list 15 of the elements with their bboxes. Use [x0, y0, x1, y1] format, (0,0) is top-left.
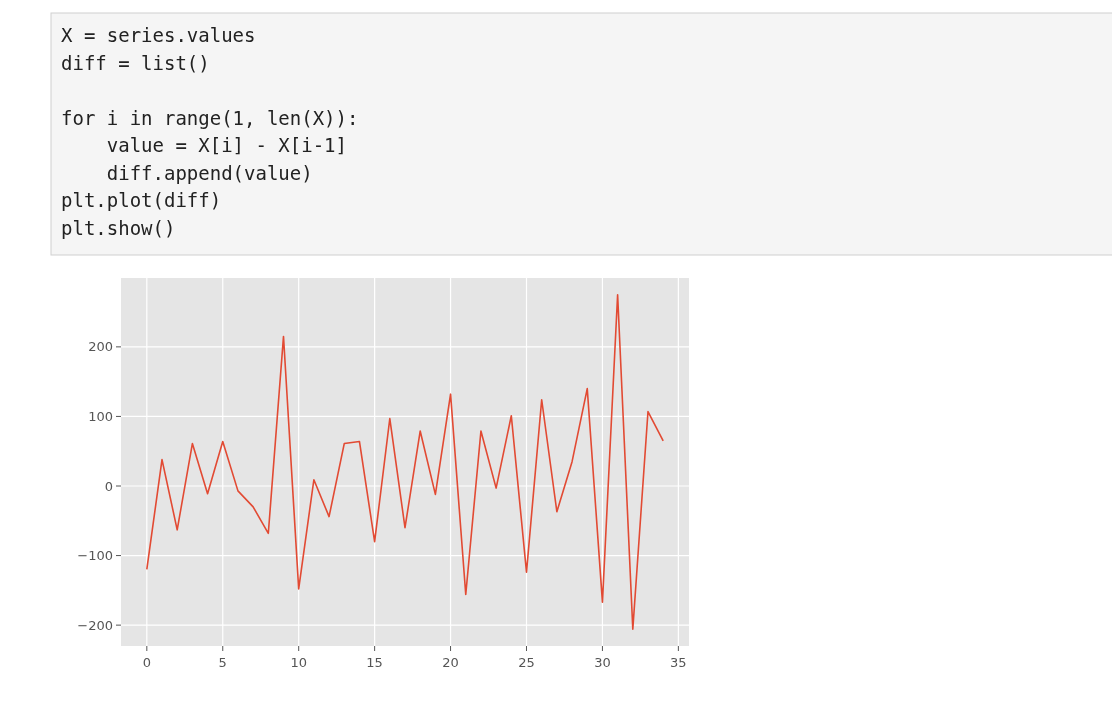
y-tick-label: 100	[88, 408, 113, 424]
x-tick-label: 5	[218, 655, 227, 670]
y-tick-label: 200	[88, 339, 113, 355]
text: X = series.values diff = list() for i in range(1, len(X)): value = X[i] - X[i-1] diff.append(value) plt.plot(diff) plt.show()	[61, 24, 359, 239]
y-tick-label: −100	[77, 548, 113, 564]
x-tick-label: 0	[142, 655, 151, 670]
y-tick-label: −200	[77, 617, 113, 633]
x-tick-label: 15	[366, 655, 383, 670]
x-tick-label: 20	[442, 655, 459, 670]
x-tick-label: 25	[518, 655, 535, 670]
x-tick-label: 10	[290, 655, 307, 670]
x-tick-label: 30	[594, 655, 611, 670]
y-tick-label: 0	[104, 478, 113, 494]
line-series	[146, 293, 664, 631]
x-tick-label: 35	[670, 655, 687, 670]
